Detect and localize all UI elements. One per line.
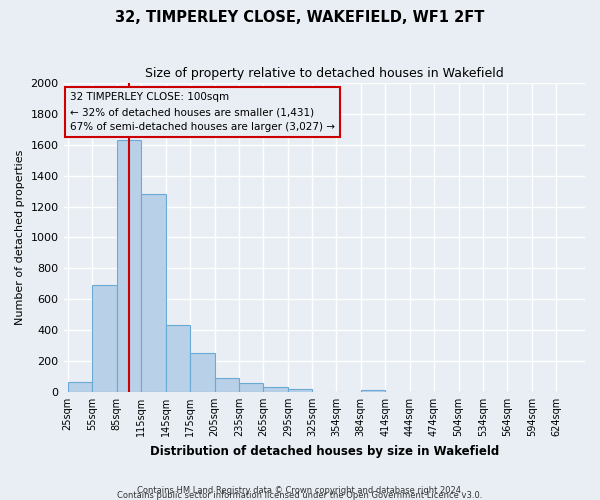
Title: Size of property relative to detached houses in Wakefield: Size of property relative to detached ho… bbox=[145, 68, 503, 80]
Y-axis label: Number of detached properties: Number of detached properties bbox=[15, 150, 25, 325]
Text: 32, TIMPERLEY CLOSE, WAKEFIELD, WF1 2FT: 32, TIMPERLEY CLOSE, WAKEFIELD, WF1 2FT bbox=[115, 10, 485, 25]
Bar bbox=[166, 325, 190, 392]
Bar bbox=[263, 386, 288, 392]
Bar bbox=[239, 384, 263, 392]
Text: Contains public sector information licensed under the Open Government Licence v3: Contains public sector information licen… bbox=[118, 491, 482, 500]
Bar bbox=[361, 390, 385, 392]
Bar bbox=[215, 378, 239, 392]
Bar bbox=[288, 389, 313, 392]
X-axis label: Distribution of detached houses by size in Wakefield: Distribution of detached houses by size … bbox=[149, 444, 499, 458]
Text: Contains HM Land Registry data © Crown copyright and database right 2024.: Contains HM Land Registry data © Crown c… bbox=[137, 486, 463, 495]
Bar bbox=[68, 382, 92, 392]
Bar bbox=[141, 194, 166, 392]
Bar bbox=[116, 140, 141, 392]
Bar bbox=[92, 286, 116, 392]
Text: 32 TIMPERLEY CLOSE: 100sqm
← 32% of detached houses are smaller (1,431)
67% of s: 32 TIMPERLEY CLOSE: 100sqm ← 32% of deta… bbox=[70, 92, 335, 132]
Bar bbox=[190, 352, 215, 392]
